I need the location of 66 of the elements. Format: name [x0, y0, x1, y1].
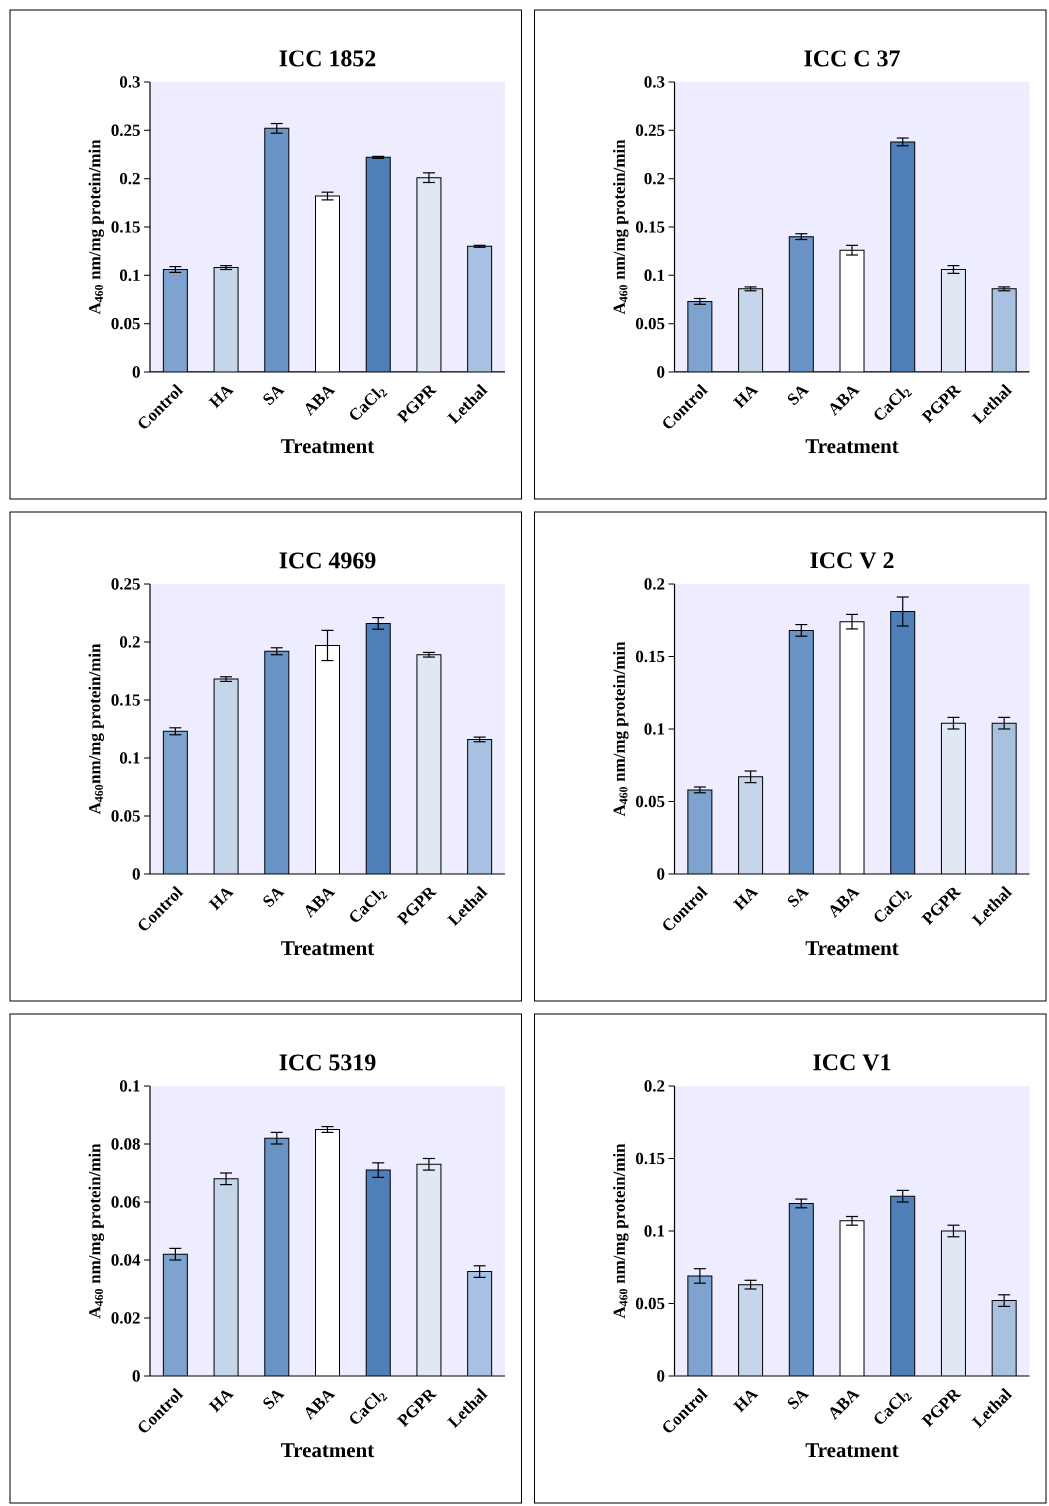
chart-title: ICC 4969: [279, 552, 376, 569]
x-axis-title: Treatment: [281, 941, 375, 956]
y-tick-label: 0: [657, 1370, 665, 1382]
x-axis-title: Treatment: [805, 941, 899, 956]
chart-title: ICC 5319: [279, 1054, 376, 1071]
y-axis-title: A$_{460}$ nm/mg protein/min: [613, 139, 629, 315]
y-tick-label: 0.3: [119, 76, 140, 88]
y-tick-label: 0.15: [111, 694, 140, 706]
y-tick-label: 0: [657, 868, 665, 880]
y-tick-label: 0.04: [111, 1254, 141, 1266]
x-tick-label: SA: [787, 888, 810, 908]
x-tick-label: SA: [787, 1390, 810, 1410]
y-tick-label: 0.1: [119, 269, 140, 282]
y-tick-label: 0: [132, 1370, 140, 1382]
x-tick-label: SA: [787, 386, 810, 406]
x-tick-label: HA: [208, 386, 234, 409]
y-tick-label: 0.05: [635, 795, 665, 808]
x-tick-label: HA: [732, 386, 759, 409]
y-tick-label: 0.2: [644, 1080, 665, 1092]
x-tick-label: HA: [208, 888, 234, 911]
y-tick-label: 0.1: [644, 1225, 665, 1237]
y-tick-label: 0.1: [119, 752, 140, 764]
y-tick-label: 0.06: [111, 1196, 140, 1208]
chart-title: ICC 1852: [279, 50, 376, 67]
y-tick-label: 0.15: [635, 1152, 665, 1165]
y-axis-title: A$_{460}$ nm/mg protein/min: [88, 139, 104, 315]
x-tick-label: HA: [732, 1390, 759, 1413]
chart-title: ICC V 2: [810, 552, 894, 569]
y-tick-label: 0.02: [111, 1312, 140, 1324]
y-tick-label: 0.2: [644, 578, 665, 590]
y-tick-label: 0.05: [111, 810, 140, 822]
y-tick-label: 0.15: [111, 221, 140, 233]
y-tick-label: 0.3: [644, 76, 665, 88]
y-tick-label: 0: [657, 366, 665, 378]
x-tick-label: SA: [263, 888, 285, 908]
y-tick-label: 0.2: [119, 172, 140, 185]
y-tick-label: 0.05: [635, 1297, 665, 1310]
y-tick-label: 0.05: [111, 317, 140, 330]
x-tick-label: SA: [263, 1390, 285, 1410]
y-tick-label: 0.05: [635, 317, 665, 330]
x-tick-label: HA: [732, 888, 759, 911]
y-tick-label: 0.15: [635, 221, 665, 233]
x-axis-title: Treatment: [281, 1443, 375, 1458]
y-tick-label: 0.1: [644, 723, 665, 735]
y-tick-label: 0.25: [635, 124, 665, 137]
y-tick-label: 0.25: [111, 578, 140, 590]
x-axis-title: Treatment: [805, 439, 899, 454]
y-tick-label: 0: [132, 366, 140, 378]
y-axis-title: A$_{460}$ nm/mg protein/min: [613, 1143, 629, 1319]
y-tick-label: 0.25: [111, 124, 140, 137]
y-axis-title: A$_{460}$ nm/mg protein/min: [613, 641, 629, 817]
y-tick-label: 0.08: [111, 1138, 140, 1150]
chart-title: ICC C 37: [804, 50, 900, 67]
y-tick-label: 0.1: [644, 269, 665, 282]
chart-title: ICC V1: [813, 1054, 891, 1071]
y-tick-label: 0.1: [119, 1080, 140, 1092]
y-axis-title: A$_{460}$nm/mg protein/min: [88, 643, 104, 815]
y-tick-label: 0.2: [644, 172, 665, 185]
y-tick-label: 0.2: [119, 636, 140, 648]
x-tick-label: HA: [208, 1390, 234, 1413]
x-axis-title: Treatment: [281, 439, 375, 454]
y-tick-label: 0: [132, 868, 140, 880]
x-tick-label: SA: [263, 386, 285, 406]
y-axis-title: A$_{460}$ nm/mg protein/min: [88, 1143, 104, 1319]
y-tick-label: 0.15: [635, 650, 665, 663]
x-axis-title: Treatment: [805, 1443, 899, 1458]
